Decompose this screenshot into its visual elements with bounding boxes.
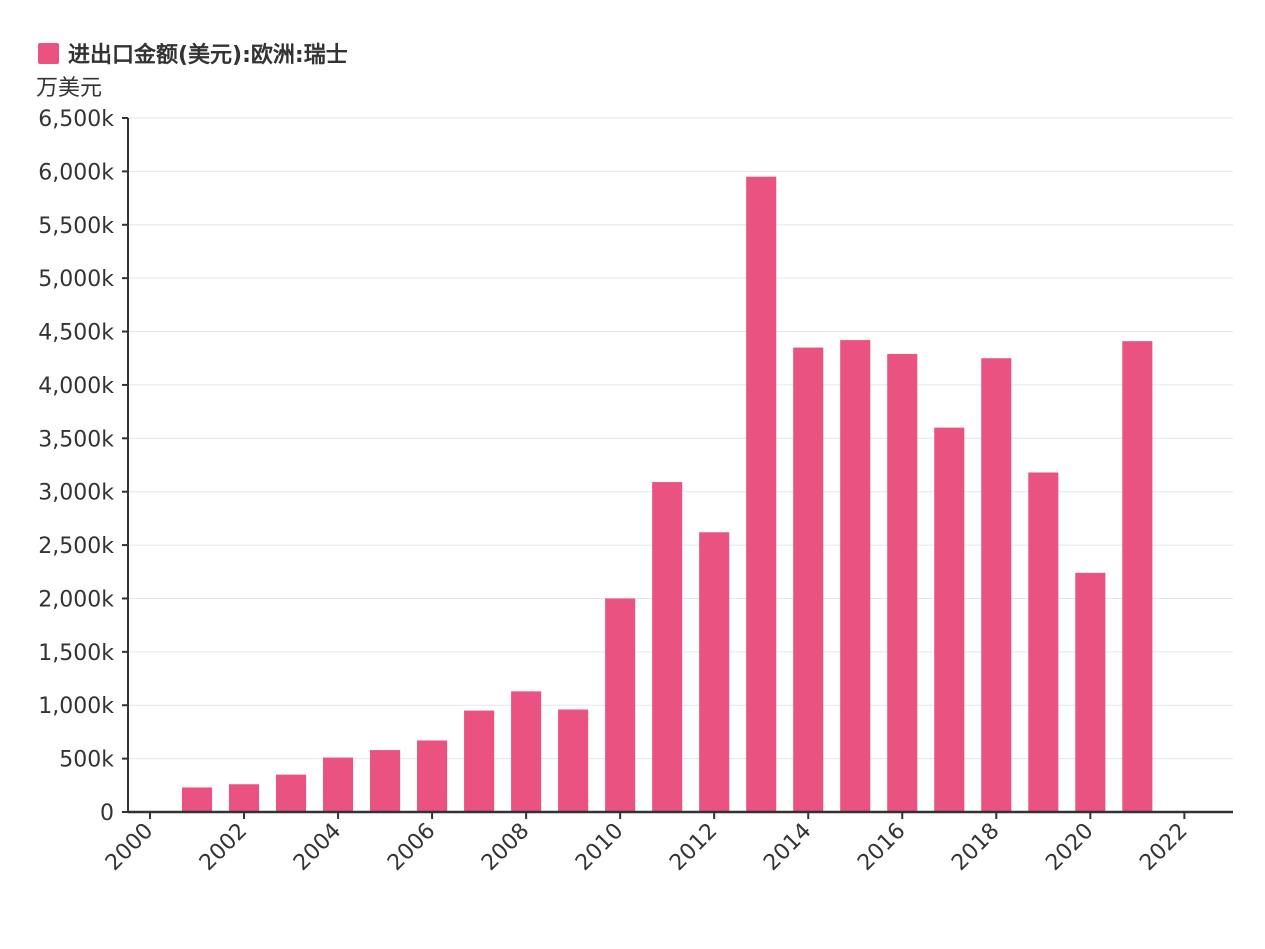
x-tick-label: 2018 (947, 819, 1004, 876)
x-tick-label: 2000 (101, 819, 158, 876)
x-tick-label: 2002 (195, 819, 252, 876)
bar[interactable] (276, 774, 307, 812)
y-tick-label: 2,000k (38, 587, 114, 612)
x-tick-label: 2008 (477, 819, 534, 876)
x-tick-label: 2020 (1041, 819, 1098, 876)
x-axis: 2000 2002 2004 2006 2008 2010 2012 2014 2016 2018… (101, 810, 1233, 876)
bar[interactable] (699, 532, 730, 812)
bar[interactable] (323, 757, 354, 812)
y-tick-label: 6,500k (38, 107, 114, 132)
y-axis: 0 500k 1,000k 1,500k 2,000k 2,500k 3,000k 3,500… (38, 107, 129, 826)
bar[interactable] (370, 750, 401, 812)
x-tick-label: 2022 (1135, 819, 1192, 876)
x-tick-label: 2004 (289, 819, 346, 876)
bar[interactable] (558, 709, 589, 812)
bar[interactable] (887, 353, 918, 812)
bar[interactable] (1028, 472, 1059, 812)
bar[interactable] (605, 598, 636, 812)
bar[interactable] (181, 787, 213, 812)
x-tick-label: 2016 (853, 819, 910, 876)
bar[interactable] (981, 358, 1012, 812)
x-tick-label: 2010 (571, 819, 628, 876)
bar[interactable] (228, 784, 260, 812)
bar[interactable] (464, 710, 495, 812)
y-tick-label: 5,000k (38, 267, 114, 292)
bar[interactable] (1075, 572, 1106, 812)
y-tick-label: 4,000k (38, 374, 114, 399)
y-tick-label: 6,000k (38, 160, 114, 185)
bars (181, 176, 1153, 812)
bar[interactable] (840, 340, 871, 812)
x-tick-label: 2006 (383, 819, 440, 876)
x-tick-label: 2014 (759, 819, 816, 876)
y-tick-label: 500k (59, 748, 114, 773)
bar[interactable] (1122, 341, 1153, 812)
x-tick-label: 2012 (665, 819, 722, 876)
y-tick-label: 0 (100, 801, 114, 826)
bar[interactable] (746, 176, 777, 812)
bar[interactable] (511, 691, 542, 812)
y-tick-label: 1,500k (38, 641, 114, 666)
bar[interactable] (652, 482, 683, 812)
y-tick-label: 5,500k (38, 214, 114, 239)
y-tick-label: 3,500k (38, 427, 114, 452)
legend[interactable]: 进出口金额(美元):欧洲:瑞士 (38, 42, 348, 68)
legend-label: 进出口金额(美元):欧洲:瑞士 (68, 42, 348, 68)
bar[interactable] (934, 427, 965, 812)
y-tick-label: 3,000k (38, 481, 114, 506)
y-tick-label: 4,500k (38, 321, 114, 346)
y-tick-label: 2,500k (38, 534, 114, 559)
y-tick-label: 1,000k (38, 694, 114, 719)
bar[interactable] (417, 740, 448, 812)
y-axis-unit: 万美元 (36, 76, 102, 101)
bar[interactable] (793, 347, 824, 812)
legend-swatch (38, 43, 59, 64)
